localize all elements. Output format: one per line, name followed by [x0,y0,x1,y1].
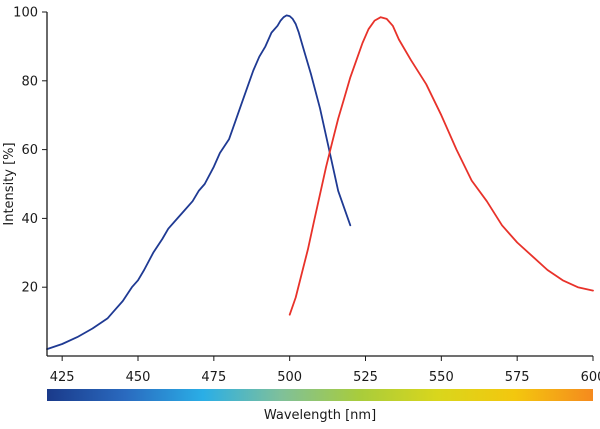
y-axis-title: Intensity [%] [2,142,17,225]
y-tick-label: 80 [21,74,38,89]
x-axis-ticks: 425 450 475 500 525 550 575 600 [50,356,600,385]
x-tick-label: 525 [353,370,378,385]
x-tick-label: 550 [429,370,454,385]
red-spectrum-line [288,16,594,316]
x-axis-title: Wavelength [nm] [264,408,376,423]
x-tick-label: 425 [50,370,75,385]
x-tick-label: 575 [505,370,530,385]
blue-spectrum-line [46,14,352,351]
x-tick-label: 500 [277,370,302,385]
y-tick-label: 100 [13,6,38,21]
y-tick-label: 20 [21,281,38,296]
wavelength-colorbar [47,389,593,401]
x-tick-label: 475 [201,370,226,385]
y-tick-label: 40 [21,212,38,227]
y-tick-label: 60 [21,143,38,158]
x-tick-label: 450 [126,370,151,385]
series-layer [46,14,594,351]
y-axis-ticks: 20 40 60 80 100 [13,6,47,296]
x-tick-label: 600 [581,370,600,385]
